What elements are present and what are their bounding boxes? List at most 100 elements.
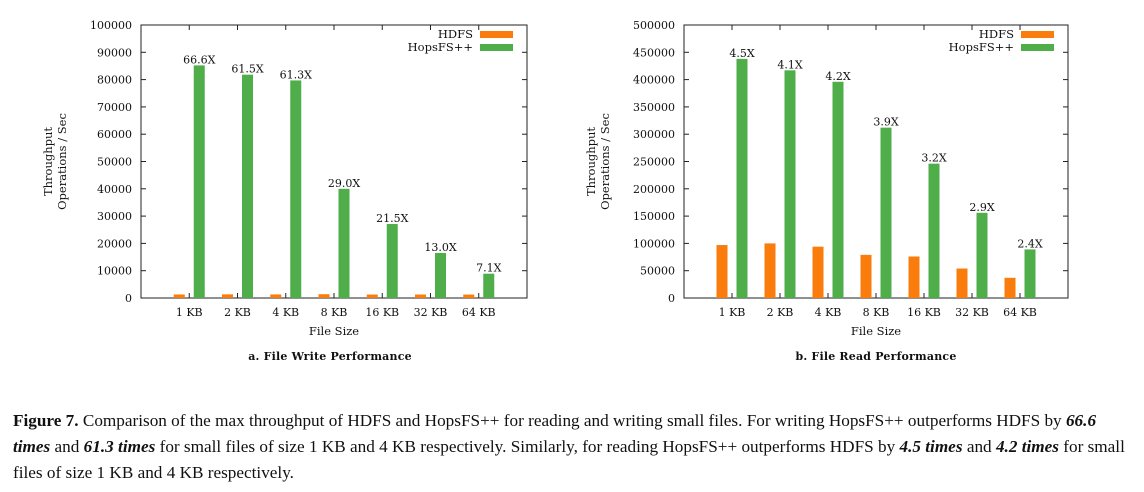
y-tick-label: 0: [668, 292, 675, 305]
y-tick-label: 50000: [640, 265, 675, 278]
caption-emphasis-2: 61.3 times: [83, 437, 156, 456]
hopsfs-bar: [242, 74, 253, 298]
x-tick-label: 1 KB: [176, 306, 203, 319]
y-axis-label-line-2: Operations / Sec: [55, 113, 69, 210]
hdfs-bar: [956, 268, 968, 298]
subplot-caption: a. File Write Performance: [248, 350, 412, 363]
hdfs-bar: [222, 294, 233, 298]
y-tick-label: 450000: [633, 46, 675, 59]
speedup-data-label: 4.1X: [777, 58, 802, 71]
y-tick-label: 150000: [633, 210, 675, 223]
legend-label: HopsFS++: [408, 40, 473, 54]
y-tick-label: 0: [125, 292, 132, 305]
charts-canvas: 0 10000 20000 30000 40000 50000 60000 70000 8000…: [41, 19, 1069, 363]
x-tick-label: 8 KB: [321, 306, 348, 319]
x-tick-label: 64 KB: [1003, 306, 1037, 319]
y-tick-label: 10000: [97, 265, 132, 278]
speedup-data-label: 61.5X: [231, 63, 263, 76]
caption-text-2: and: [50, 437, 84, 456]
speedup-data-label: 4.5X: [729, 47, 754, 60]
hopsfs-bar: [386, 224, 398, 298]
y-tick-label: 20000: [97, 237, 132, 250]
hopsfs-bar: [736, 58, 748, 298]
y-tick-label: 30000: [97, 210, 132, 223]
y-tick-label: 50000: [97, 156, 132, 169]
x-tick-label: 32 KB: [414, 306, 448, 319]
y-tick-label: 300000: [633, 128, 675, 141]
speedup-data-label: 7.1X: [476, 262, 501, 275]
y-axis-label-line-2: Operations / Sec: [598, 113, 612, 210]
x-tick-label: 16 KB: [907, 306, 941, 319]
y-tick-label: 70000: [97, 101, 132, 114]
speedup-data-label: 29.0X: [328, 177, 360, 190]
hdfs-bar: [270, 294, 282, 298]
hdfs-bar: [716, 245, 728, 298]
caption-text-1: Comparison of the max throughput of HDFS…: [78, 411, 1066, 430]
y-tick-label: 60000: [97, 128, 132, 141]
hopsfs-bar: [880, 127, 892, 298]
speedup-data-label: 2.4X: [1017, 237, 1042, 250]
hdfs-bar: [318, 294, 330, 298]
figure-caption: Figure 7. Comparison of the max throughp…: [13, 408, 1137, 486]
x-tick-label: 8 KB: [863, 306, 890, 319]
y-tick-label: 500000: [633, 19, 675, 32]
y-axis-label-line-1: Throughput: [41, 127, 55, 196]
x-tick-label: 32 KB: [955, 306, 989, 319]
speedup-data-label: 3.9X: [873, 116, 898, 129]
speedup-data-label: 3.2X: [921, 152, 946, 165]
caption-text-4: and: [962, 437, 996, 456]
hopsfs-bar: [435, 252, 446, 298]
x-tick-label: 4 KB: [272, 306, 299, 319]
x-axis-label: File Size: [309, 324, 359, 338]
hdfs-bar: [908, 256, 920, 298]
speedup-data-label: 21.5X: [376, 212, 408, 225]
hdfs-bar: [1004, 277, 1016, 298]
y-tick-label: 90000: [97, 46, 132, 59]
caption-figure-label: Figure 7.: [13, 411, 79, 430]
legend-swatch: [1021, 31, 1054, 38]
hopsfs-bar: [290, 80, 302, 298]
y-tick-label: 40000: [97, 183, 132, 196]
legend-swatch: [1021, 44, 1054, 51]
caption-emphasis-3: 4.5 times: [899, 437, 963, 456]
y-axis-label-line-1: Throughput: [584, 127, 598, 196]
hopsfs-bar: [483, 273, 495, 298]
subplot-caption: b. File Read Performance: [795, 350, 956, 363]
y-tick-label: 100000: [90, 19, 132, 32]
x-tick-label: 64 KB: [462, 306, 496, 319]
y-tick-label: 100000: [633, 237, 675, 250]
speedup-data-label: 66.6X: [183, 53, 215, 66]
hdfs-bar: [860, 254, 872, 298]
x-tick-label: 16 KB: [365, 306, 399, 319]
hopsfs-bar: [928, 163, 940, 298]
hopsfs-bar: [976, 212, 988, 298]
caption-text-3: for small files of size 1 KB and 4 KB re…: [155, 437, 900, 456]
y-tick-label: 200000: [633, 183, 675, 196]
hdfs-bar: [366, 294, 378, 298]
legend-label: HDFS: [438, 27, 473, 41]
x-tick-label: 1 KB: [719, 306, 746, 319]
read-throughput-chart: 0 50000 100000 150000 200000 250000 300000 3500…: [584, 19, 1069, 363]
x-tick-label: 2 KB: [224, 306, 251, 319]
legend-label: HDFS: [979, 27, 1014, 41]
legend-swatch: [480, 44, 513, 51]
hopsfs-bar: [338, 188, 350, 298]
hdfs-bar: [812, 246, 824, 298]
hopsfs-bar: [193, 65, 205, 299]
x-tick-label: 4 KB: [815, 306, 842, 319]
hdfs-bar: [463, 294, 475, 298]
speedup-data-label: 4.2X: [825, 70, 850, 83]
caption-emphasis-1: 66.6 times: [13, 411, 1097, 456]
speedup-data-label: 13.0X: [424, 241, 456, 254]
hopsfs-bar: [784, 70, 796, 299]
hopsfs-bar: [1024, 249, 1036, 298]
caption-emphasis-4: 4.2 times: [995, 437, 1059, 456]
legend-swatch: [480, 31, 513, 38]
x-tick-label: 2 KB: [767, 306, 794, 319]
speedup-data-label: 61.3X: [280, 68, 312, 81]
hdfs-bar: [764, 243, 776, 298]
y-tick-label: 80000: [97, 74, 132, 87]
hopsfs-bar: [832, 81, 844, 298]
y-tick-label: 400000: [633, 74, 675, 87]
y-tick-label: 250000: [633, 156, 675, 169]
